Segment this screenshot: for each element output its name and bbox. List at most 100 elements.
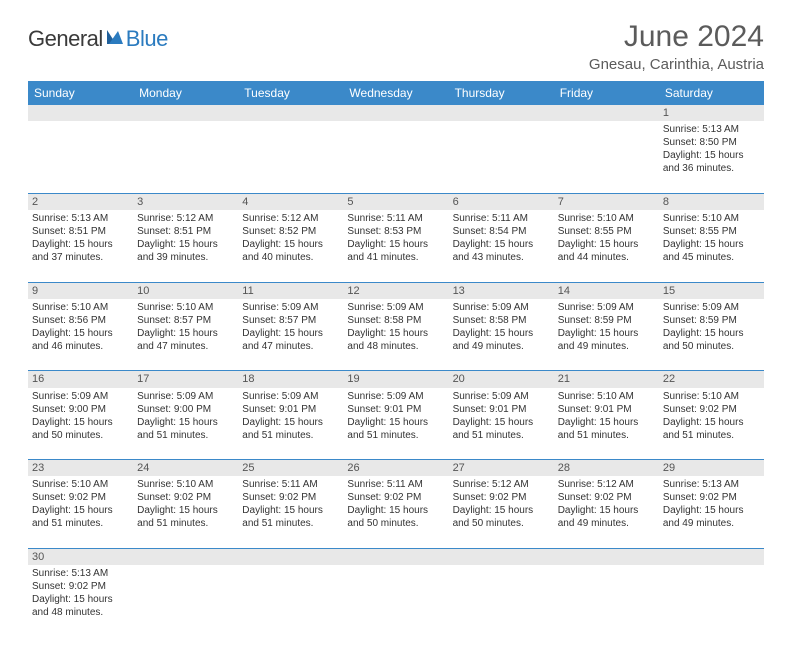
daynum-cell: 8 [659, 193, 764, 210]
day-details: Sunrise: 5:10 AMSunset: 9:02 PMDaylight:… [32, 478, 129, 530]
day-details: Sunrise: 5:10 AMSunset: 9:01 PMDaylight:… [558, 390, 655, 442]
day-details: Sunrise: 5:13 AMSunset: 8:51 PMDaylight:… [32, 212, 129, 264]
content-row: Sunrise: 5:09 AMSunset: 9:00 PMDaylight:… [28, 388, 764, 460]
daynum-cell: 19 [343, 371, 448, 388]
calendar-page: General Blue June 2024 Gnesau, Carinthia… [0, 0, 792, 657]
day-cell [133, 565, 238, 637]
daynum-cell: 5 [343, 193, 448, 210]
month-title: June 2024 [589, 20, 764, 54]
daynum-cell [343, 105, 448, 121]
day-cell [343, 565, 448, 637]
weekday-header-row: SundayMondayTuesdayWednesdayThursdayFrid… [28, 81, 764, 105]
day-cell: Sunrise: 5:13 AMSunset: 9:02 PMDaylight:… [28, 565, 133, 637]
content-row: Sunrise: 5:13 AMSunset: 9:02 PMDaylight:… [28, 565, 764, 637]
logo-text-general: General [28, 26, 103, 52]
daynum-cell: 30 [28, 548, 133, 565]
day-cell: Sunrise: 5:11 AMSunset: 9:02 PMDaylight:… [343, 476, 448, 548]
location: Gnesau, Carinthia, Austria [589, 56, 764, 73]
daynum-cell [133, 105, 238, 121]
logo-text-blue: Blue [126, 26, 168, 52]
day-cell: Sunrise: 5:10 AMSunset: 9:02 PMDaylight:… [133, 476, 238, 548]
day-details: Sunrise: 5:12 AMSunset: 9:02 PMDaylight:… [453, 478, 550, 530]
daynum-cell: 25 [238, 460, 343, 477]
day-details: Sunrise: 5:09 AMSunset: 9:00 PMDaylight:… [137, 390, 234, 442]
daynum-cell: 11 [238, 282, 343, 299]
day-cell: Sunrise: 5:10 AMSunset: 9:01 PMDaylight:… [554, 388, 659, 460]
day-details: Sunrise: 5:10 AMSunset: 9:02 PMDaylight:… [663, 390, 760, 442]
day-details: Sunrise: 5:09 AMSunset: 8:57 PMDaylight:… [242, 301, 339, 353]
day-cell: Sunrise: 5:10 AMSunset: 8:55 PMDaylight:… [659, 210, 764, 282]
daynum-row: 9101112131415 [28, 282, 764, 299]
weekday-header: Thursday [449, 81, 554, 105]
day-cell [449, 121, 554, 193]
day-details: Sunrise: 5:09 AMSunset: 9:01 PMDaylight:… [347, 390, 444, 442]
daynum-cell [133, 548, 238, 565]
daynum-row: 30 [28, 548, 764, 565]
day-cell: Sunrise: 5:10 AMSunset: 8:56 PMDaylight:… [28, 299, 133, 371]
day-details: Sunrise: 5:09 AMSunset: 8:59 PMDaylight:… [558, 301, 655, 353]
daynum-cell: 15 [659, 282, 764, 299]
day-cell [449, 565, 554, 637]
daynum-cell: 21 [554, 371, 659, 388]
daynum-cell: 10 [133, 282, 238, 299]
daynum-cell: 9 [28, 282, 133, 299]
daynum-cell: 4 [238, 193, 343, 210]
day-cell [133, 121, 238, 193]
daynum-cell: 29 [659, 460, 764, 477]
daynum-cell: 28 [554, 460, 659, 477]
daynum-cell: 6 [449, 193, 554, 210]
day-details: Sunrise: 5:13 AMSunset: 8:50 PMDaylight:… [663, 123, 760, 175]
day-details: Sunrise: 5:10 AMSunset: 8:55 PMDaylight:… [558, 212, 655, 264]
day-details: Sunrise: 5:10 AMSunset: 8:57 PMDaylight:… [137, 301, 234, 353]
daynum-cell: 3 [133, 193, 238, 210]
day-cell: Sunrise: 5:09 AMSunset: 9:01 PMDaylight:… [449, 388, 554, 460]
day-cell [238, 565, 343, 637]
day-cell: Sunrise: 5:13 AMSunset: 8:50 PMDaylight:… [659, 121, 764, 193]
daynum-row: 2345678 [28, 193, 764, 210]
daynum-cell [554, 548, 659, 565]
day-details: Sunrise: 5:13 AMSunset: 9:02 PMDaylight:… [663, 478, 760, 530]
daynum-row: 16171819202122 [28, 371, 764, 388]
day-cell [343, 121, 448, 193]
daynum-cell: 17 [133, 371, 238, 388]
header: General Blue June 2024 Gnesau, Carinthia… [28, 20, 764, 73]
weekday-header: Wednesday [343, 81, 448, 105]
daynum-cell [449, 105, 554, 121]
day-cell: Sunrise: 5:11 AMSunset: 9:02 PMDaylight:… [238, 476, 343, 548]
day-cell: Sunrise: 5:10 AMSunset: 8:55 PMDaylight:… [554, 210, 659, 282]
daynum-row: 23242526272829 [28, 460, 764, 477]
day-details: Sunrise: 5:09 AMSunset: 9:01 PMDaylight:… [453, 390, 550, 442]
daynum-cell [238, 548, 343, 565]
daynum-cell: 20 [449, 371, 554, 388]
daynum-cell: 23 [28, 460, 133, 477]
day-details: Sunrise: 5:09 AMSunset: 8:59 PMDaylight:… [663, 301, 760, 353]
daynum-cell [343, 548, 448, 565]
day-details: Sunrise: 5:12 AMSunset: 8:51 PMDaylight:… [137, 212, 234, 264]
daynum-cell: 26 [343, 460, 448, 477]
weekday-header: Sunday [28, 81, 133, 105]
day-cell: Sunrise: 5:09 AMSunset: 9:00 PMDaylight:… [133, 388, 238, 460]
day-cell: Sunrise: 5:13 AMSunset: 8:51 PMDaylight:… [28, 210, 133, 282]
day-cell [659, 565, 764, 637]
daynum-cell: 13 [449, 282, 554, 299]
daynum-cell [28, 105, 133, 121]
day-cell: Sunrise: 5:11 AMSunset: 8:54 PMDaylight:… [449, 210, 554, 282]
day-cell: Sunrise: 5:09 AMSunset: 8:57 PMDaylight:… [238, 299, 343, 371]
day-cell: Sunrise: 5:09 AMSunset: 8:58 PMDaylight:… [343, 299, 448, 371]
day-details: Sunrise: 5:10 AMSunset: 8:56 PMDaylight:… [32, 301, 129, 353]
daynum-cell: 27 [449, 460, 554, 477]
day-cell: Sunrise: 5:09 AMSunset: 9:01 PMDaylight:… [343, 388, 448, 460]
daynum-cell: 22 [659, 371, 764, 388]
day-cell [238, 121, 343, 193]
daynum-cell [659, 548, 764, 565]
weekday-header: Monday [133, 81, 238, 105]
calendar-table: SundayMondayTuesdayWednesdayThursdayFrid… [28, 81, 764, 637]
day-cell: Sunrise: 5:09 AMSunset: 8:59 PMDaylight:… [554, 299, 659, 371]
day-details: Sunrise: 5:09 AMSunset: 8:58 PMDaylight:… [347, 301, 444, 353]
daynum-cell: 24 [133, 460, 238, 477]
daynum-cell: 2 [28, 193, 133, 210]
day-cell [554, 565, 659, 637]
day-cell: Sunrise: 5:09 AMSunset: 8:59 PMDaylight:… [659, 299, 764, 371]
daynum-cell [238, 105, 343, 121]
daynum-cell [449, 548, 554, 565]
